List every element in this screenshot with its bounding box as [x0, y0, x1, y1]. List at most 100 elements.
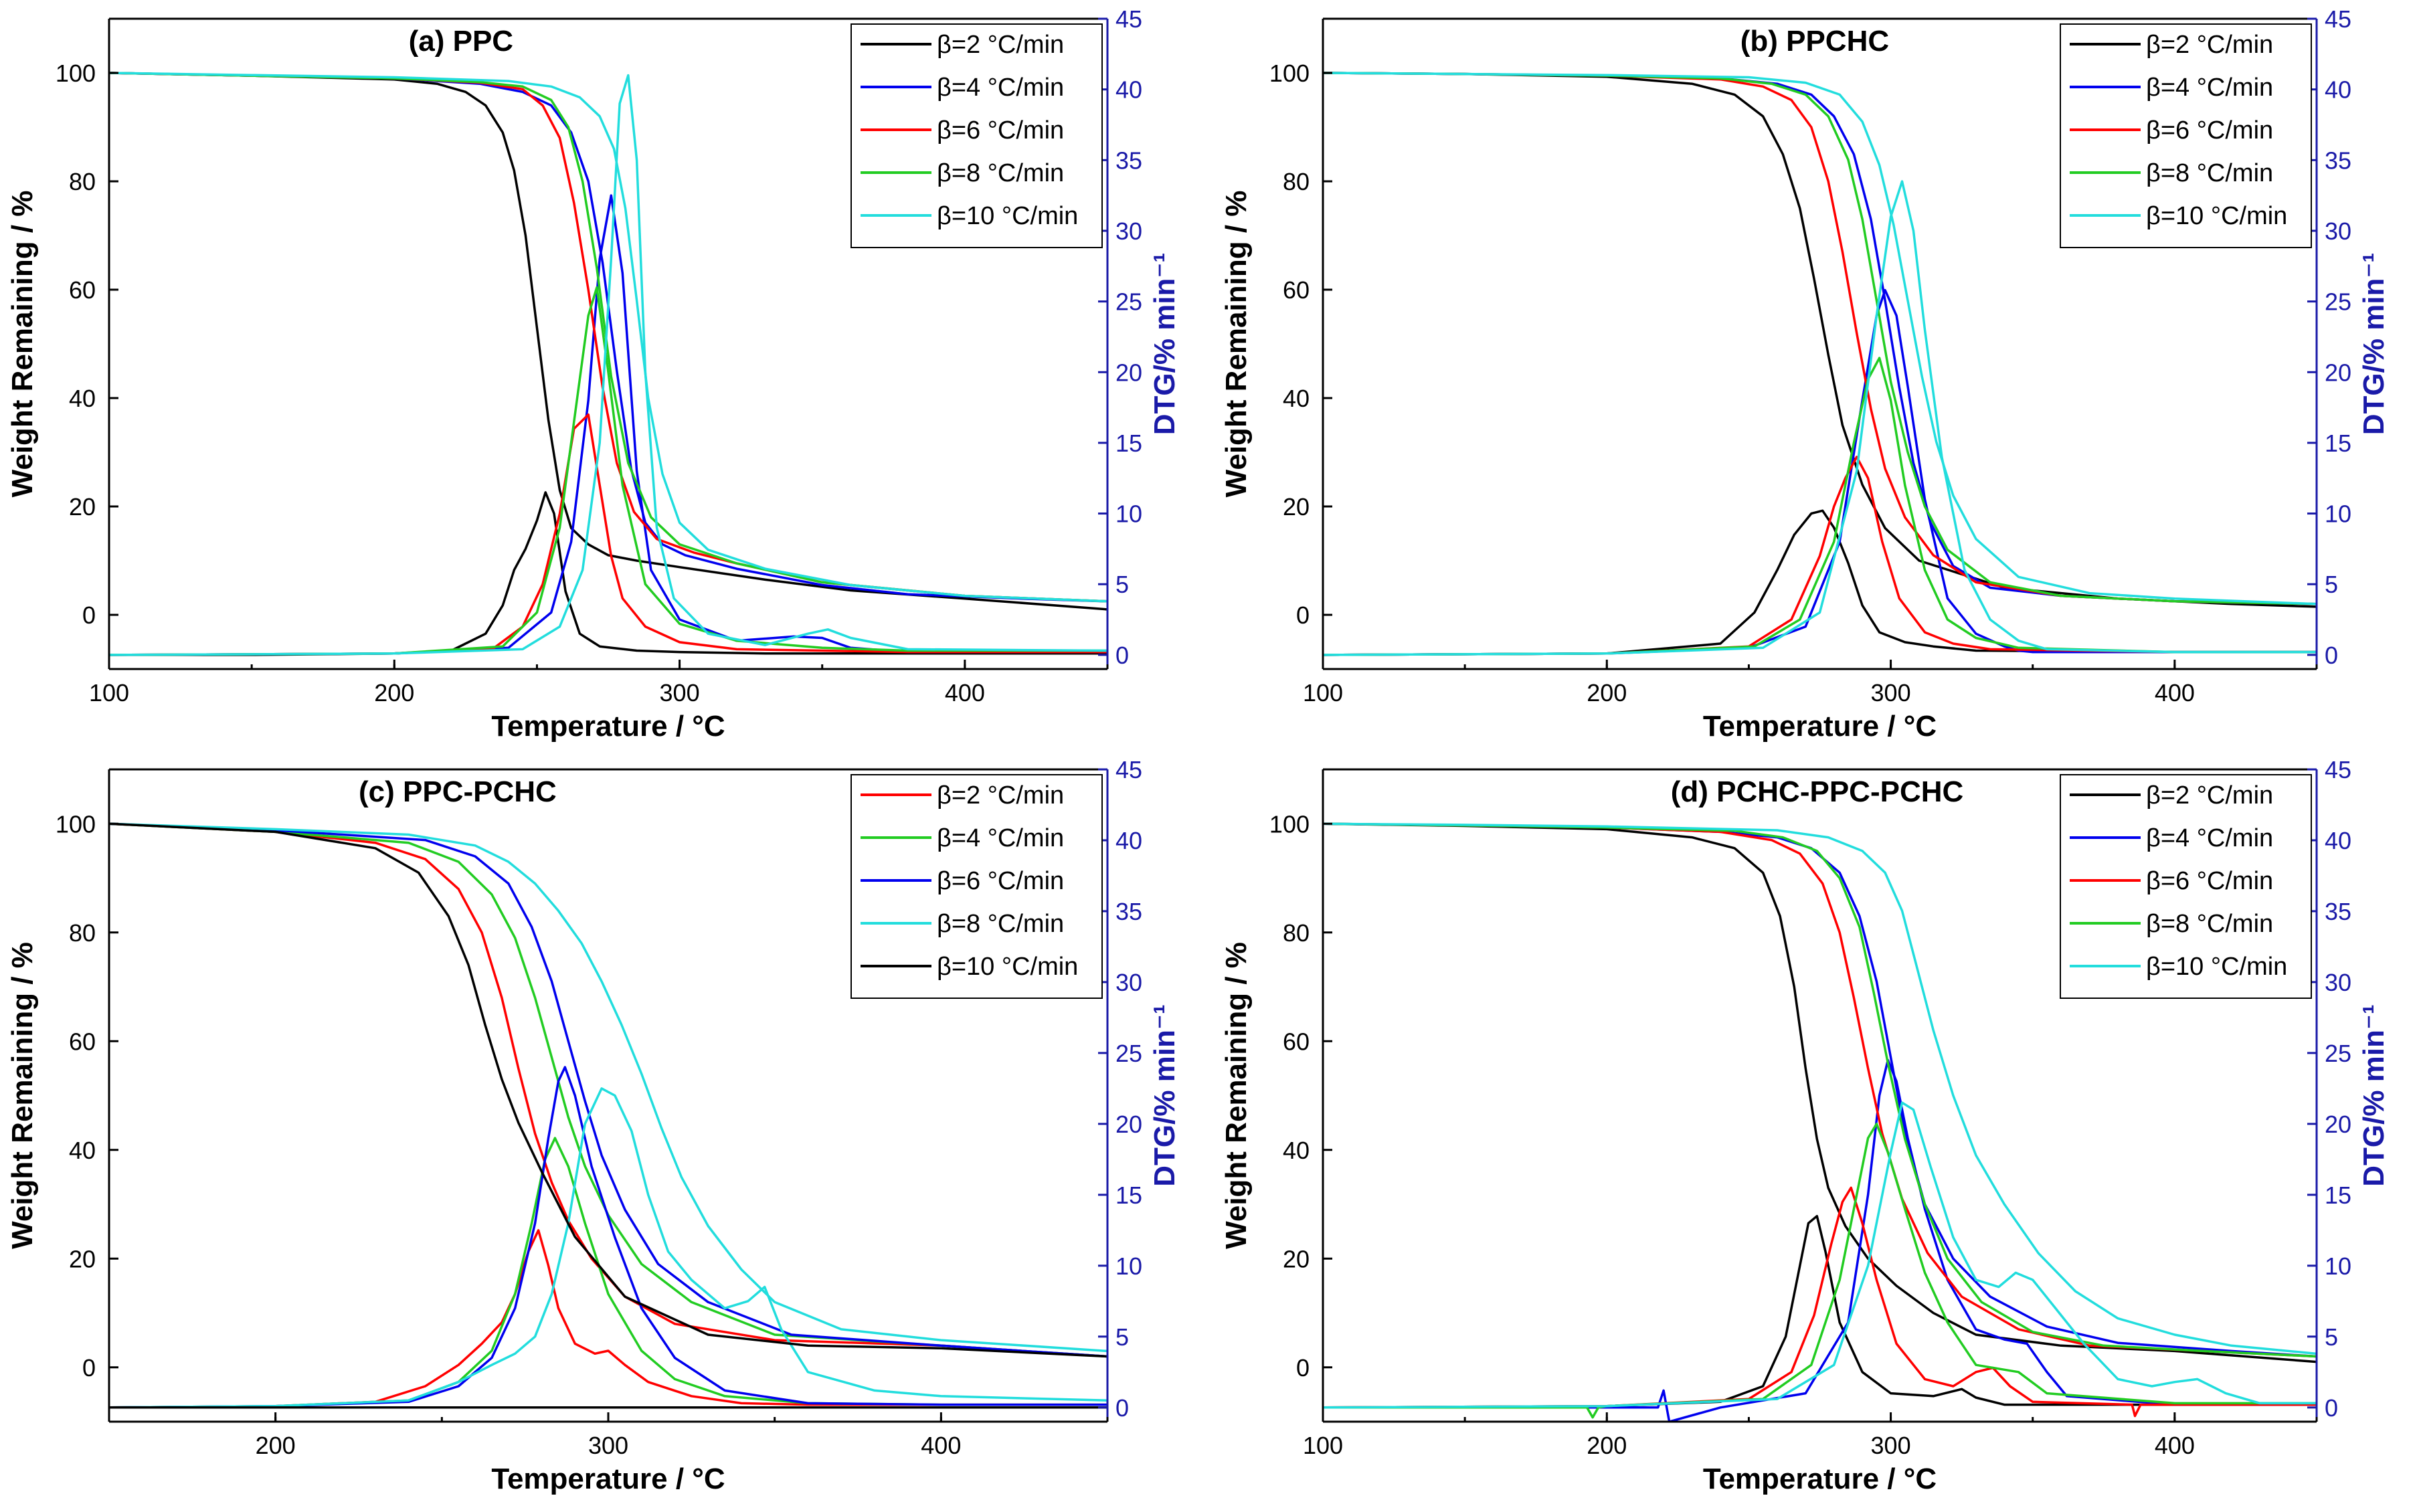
legend-label: β=4 °C/min [2146, 824, 2273, 852]
y-tick-label: 40 [1283, 385, 1310, 412]
y-tick-label: 20 [1283, 1245, 1310, 1272]
y-tick-label: 40 [69, 385, 96, 412]
y-tick-label: 60 [69, 1028, 96, 1055]
y-tick-label: 60 [69, 276, 96, 304]
legend-box [2060, 23, 2312, 248]
y2-tick-label: 5 [2325, 1323, 2338, 1351]
legend-label: β=8 °C/min [2146, 910, 2273, 938]
tg-line-series-0 [109, 822, 1107, 1358]
tg-line-series-4 [109, 72, 1107, 603]
y2-tick-label: 30 [1115, 217, 1142, 245]
tg-line-series-1 [109, 822, 1107, 1358]
y2-tick-label: 10 [2325, 1252, 2351, 1280]
y2-tick-label: 15 [1115, 1182, 1142, 1209]
panel-title: (a) PPC [409, 25, 513, 58]
legend-label: β=4 °C/min [937, 824, 1064, 852]
y2-tick-label: 5 [1115, 1323, 1129, 1351]
dtg-line-series-3 [1323, 357, 2317, 656]
y-tick-label: 0 [1296, 1354, 1310, 1382]
dtg-line-series-0 [109, 491, 1107, 656]
legend-label: β=10 °C/min [2146, 953, 2287, 981]
y-tick-label: 20 [69, 493, 96, 521]
x-tick-label: 100 [1303, 679, 1343, 706]
y2-tick-label: 40 [1115, 76, 1142, 104]
x-axis-title: Temperature / °C [491, 710, 725, 743]
y-tick-label: 80 [1283, 168, 1310, 195]
y-tick-label: 60 [1283, 1028, 1310, 1055]
y-axis-title: Weight Remaining / % [6, 942, 39, 1249]
dtg-line-series-1 [1323, 288, 2317, 656]
legend-label: β=8 °C/min [937, 159, 1064, 187]
tg-line-series-4 [1323, 822, 2317, 1355]
legend-label: β=10 °C/min [937, 202, 1078, 230]
dtg-line-series-4 [109, 74, 1107, 656]
legend-label: β=2 °C/min [937, 31, 1064, 59]
dtg-line-series-0 [109, 1229, 1107, 1409]
dtg-line-series-4 [1323, 1101, 2317, 1409]
panel-title: (c) PPC-PCHC [359, 775, 557, 808]
legend: β=2 °C/min β=4 °C/min β=6 °C/min β=8 °C/min… [851, 774, 1103, 999]
panel-c-ppc-pchc: 200 300 400 0 20 40 60 80 100 0 5 10 15 20 25 30 35 40 45 T… [6, 756, 1181, 1495]
panel-b-ppchc: 100 200 300 400 0 20 40 60 80 100 0 5 10 15 20 25 30 35 40… [1220, 5, 2390, 743]
legend-box [851, 774, 1103, 999]
dtg-line-series-0 [1323, 1214, 2317, 1409]
y2-tick-label: 25 [1115, 288, 1142, 316]
legend-label: β=6 °C/min [937, 867, 1064, 895]
x-tick-label: 200 [1587, 679, 1627, 706]
y2-tick-label: 5 [2325, 571, 2338, 598]
dtg-line-series-2 [109, 1066, 1107, 1409]
x-tick-label: 300 [660, 679, 700, 706]
tg-line-series-0 [1323, 822, 2317, 1363]
dtg-line-series-1 [1323, 1058, 2317, 1422]
y2-tick-label: 30 [2325, 217, 2351, 245]
y2-tick-label: 15 [2325, 1182, 2351, 1209]
tg-line-series-2 [109, 822, 1107, 1358]
dtg-line-series-0 [1323, 509, 2317, 656]
y2-tick-label: 20 [1115, 359, 1142, 386]
y2-tick-label: 10 [1115, 1252, 1142, 1280]
y2-tick-label: 45 [2325, 756, 2351, 783]
y2-tick-label: 35 [1115, 147, 1142, 174]
x-tick-label: 100 [1303, 1432, 1343, 1459]
legend-label: β=10 °C/min [2146, 202, 2287, 230]
legend-label: β=2 °C/min [2146, 781, 2273, 810]
dtg-line-series-4 [1323, 180, 2317, 656]
panel-title: (b) PPCHC [1740, 25, 1889, 58]
x-tick-label: 400 [2155, 1432, 2195, 1459]
y2-tick-label: 15 [2325, 430, 2351, 457]
x-tick-label: 300 [1871, 1432, 1911, 1459]
y2-tick-label: 0 [2325, 1394, 2338, 1422]
y2-tick-label: 0 [1115, 642, 1129, 669]
y2-tick-label: 35 [2325, 147, 2351, 174]
y2-tick-label: 25 [2325, 1040, 2351, 1067]
y-tick-label: 0 [82, 601, 96, 629]
y2-tick-label: 20 [1115, 1111, 1142, 1138]
x-tick-label: 400 [921, 1432, 961, 1459]
y-tick-label: 0 [82, 1354, 96, 1382]
x-tick-label: 300 [588, 1432, 628, 1459]
y2-tick-label: 5 [1115, 571, 1129, 598]
y2-axis-title: DTG/% min⁻¹ [2357, 253, 2390, 436]
y-axis-title: Weight Remaining / % [6, 191, 39, 498]
y-tick-label: 100 [56, 810, 96, 838]
tg-line-series-3 [1323, 822, 2317, 1358]
y2-tick-label: 15 [1115, 430, 1142, 457]
x-tick-label: 300 [1871, 679, 1911, 706]
y2-axis-title: DTG/% min⁻¹ [2357, 1004, 2390, 1187]
panel-title: (d) PCHC-PPC-PCHC [1671, 775, 1964, 808]
legend-label: β=6 °C/min [937, 116, 1064, 145]
x-tick-label: 200 [256, 1432, 296, 1459]
dtg-line-series-3 [109, 1087, 1107, 1409]
y-tick-label: 20 [1283, 493, 1310, 521]
y2-tick-label: 20 [2325, 1111, 2351, 1138]
x-tick-label: 100 [89, 679, 129, 706]
tg-line-series-3 [1323, 72, 2317, 605]
plot-area [1323, 72, 2317, 656]
y-tick-label: 0 [1296, 601, 1310, 629]
y-tick-label: 60 [1283, 276, 1310, 304]
y2-tick-label: 25 [1115, 1040, 1142, 1067]
y2-tick-label: 25 [2325, 288, 2351, 316]
y2-tick-label: 45 [1115, 5, 1142, 33]
plot-area [109, 72, 1107, 656]
x-tick-label: 400 [945, 679, 985, 706]
